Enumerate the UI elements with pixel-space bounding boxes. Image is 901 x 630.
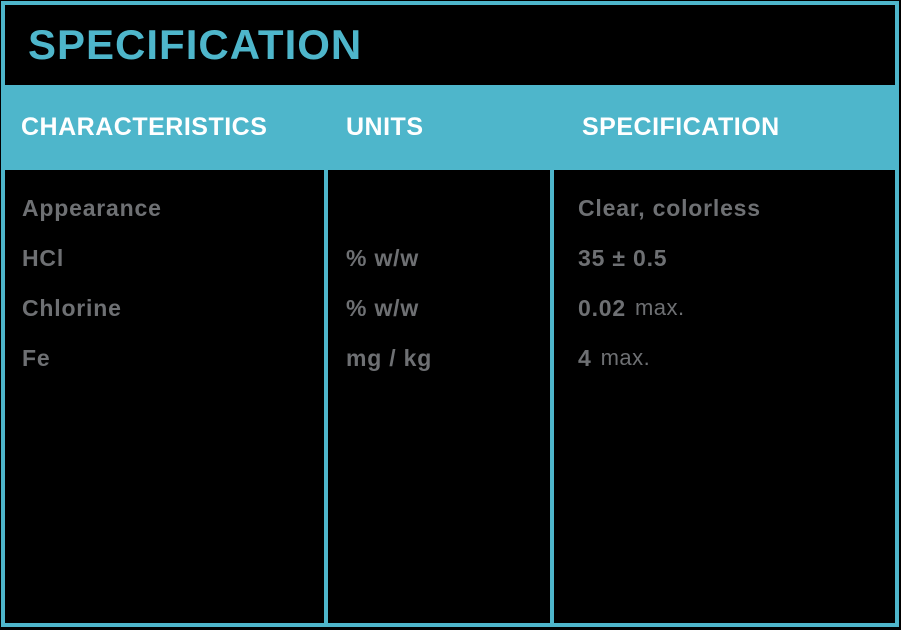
column-divider (550, 170, 554, 623)
column-divider (324, 85, 328, 170)
characteristic-cell: Appearance (22, 194, 162, 221)
specification-column: Clear, colorless 35 ± 0.5 0.02 max. 4 ma… (554, 170, 895, 623)
unit-cell: mg / kg (346, 344, 433, 371)
page-title: SPECIFICATION (28, 21, 363, 68)
unit-cell: % w/w (346, 294, 420, 321)
spec-value: 0.02 (578, 294, 626, 321)
specification-cell: 0.02 max. (578, 283, 895, 333)
spec-suffix: max. (600, 345, 651, 370)
characteristic-cell: HCl (22, 244, 65, 271)
header-specification: SPECIFICATION (582, 113, 780, 141)
characteristic-cell: Chlorine (22, 294, 122, 321)
title-band: SPECIFICATION (5, 5, 895, 85)
spec-value: Clear, colorless (578, 194, 761, 221)
table-body: Appearance HCl Chlorine Fe % w/w % w/w m… (5, 170, 895, 623)
spec-suffix: max. (634, 295, 685, 320)
characteristics-column: Appearance HCl Chlorine Fe (5, 170, 324, 623)
unit-cell (346, 183, 550, 233)
units-column: % w/w % w/w mg / kg (328, 170, 550, 623)
specification-cell: 35 ± 0.5 (578, 233, 895, 283)
characteristic-cell: Fe (22, 344, 51, 371)
specification-cell: Clear, colorless (578, 183, 895, 233)
column-divider (324, 170, 328, 623)
table-header-row: CHARACTERISTICS UNITS SPECIFICATION (5, 85, 895, 170)
spec-value: 35 ± 0.5 (578, 244, 668, 271)
column-divider (550, 85, 554, 170)
header-characteristics: CHARACTERISTICS (21, 113, 268, 141)
specification-cell: 4 max. (578, 333, 895, 383)
unit-cell: % w/w (346, 244, 420, 271)
header-units: UNITS (346, 113, 424, 141)
spec-value: 4 (578, 344, 592, 371)
